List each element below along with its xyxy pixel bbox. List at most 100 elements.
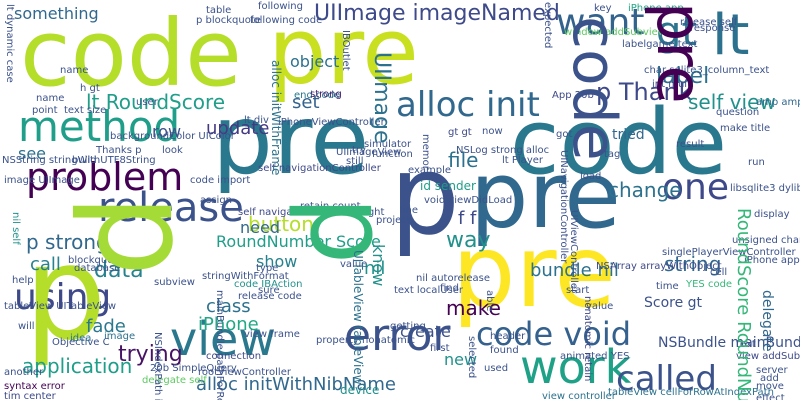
word: alloc init (396, 85, 540, 125)
word: lt div (244, 115, 269, 126)
word: void viewDidLoad (424, 195, 513, 206)
word: following code (250, 15, 323, 26)
word: self view (688, 90, 776, 114)
word: libsqlite3 dylib (730, 183, 800, 194)
word: alloc initWithNibName (196, 374, 396, 395)
word: look (162, 145, 183, 156)
word: Thanks p (96, 145, 142, 156)
word: code import (190, 175, 251, 186)
word: work (520, 340, 632, 394)
word: want (556, 2, 645, 43)
word: problem (26, 155, 184, 199)
word: IBOutlet (340, 30, 351, 71)
word: NSIndexPath indexPath (152, 332, 163, 400)
word: self navigationController (238, 207, 361, 218)
word: h gt (80, 83, 100, 94)
word: p blockquote (196, 15, 261, 26)
word: update (206, 118, 270, 139)
word: alloc initWithFrame (269, 60, 283, 176)
word: error (344, 310, 451, 361)
word: class (206, 296, 251, 317)
word: view frame (244, 329, 300, 340)
word: iPhone app (628, 3, 684, 14)
word: 20b SimpleQuery (150, 363, 237, 374)
word: nil autorelease (416, 273, 491, 284)
word: type (256, 263, 279, 274)
word: window addSubview (564, 27, 667, 38)
word: getting (390, 321, 426, 332)
word: delegate self (142, 375, 207, 386)
word: lt RoundScore (86, 90, 226, 114)
word: fade (86, 316, 126, 337)
word: p strong (26, 230, 109, 254)
word: strong (310, 89, 342, 100)
word: table (206, 5, 232, 16)
word: nonatomic retain (582, 296, 593, 382)
word: run (748, 157, 765, 168)
word: found (490, 345, 519, 356)
word: pre (212, 84, 370, 196)
word: stringWithFormat (202, 271, 289, 282)
word: gt (656, 9, 698, 55)
word: able (484, 290, 495, 312)
word: name (60, 65, 89, 76)
word: user (136, 97, 158, 108)
word: expected (542, 2, 553, 49)
word: object (290, 52, 340, 71)
word: RoundNumber Score (216, 232, 381, 251)
word: lt dynamic case (4, 4, 15, 83)
word: method (18, 102, 181, 151)
word: UIImage imageNamed (314, 1, 560, 26)
word: example (408, 165, 452, 176)
word: nil (364, 258, 386, 279)
word: RoundScore RoundNumber (733, 208, 754, 400)
word: end code (294, 90, 341, 101)
word: used (484, 363, 509, 374)
word: p (69, 194, 221, 277)
word: NSArray arrayWithObject (596, 261, 722, 272)
word: lt Player (502, 155, 543, 166)
word: database (74, 263, 121, 274)
word: see (18, 144, 47, 163)
word: view (170, 312, 276, 366)
word: move (756, 381, 784, 392)
word: something (14, 4, 99, 23)
word: help (12, 275, 34, 286)
word: still (346, 156, 364, 167)
word: first (430, 343, 450, 354)
word: nil self (10, 212, 21, 245)
word: char sqlite3_column_text (644, 65, 770, 76)
word: line (400, 205, 419, 216)
word: name (36, 93, 65, 104)
word: UIViewController (568, 210, 579, 294)
word: tried (612, 127, 645, 143)
word: iPhone (198, 314, 259, 335)
word: Score gt (644, 295, 703, 311)
word: cell (710, 267, 728, 278)
word: header (490, 331, 526, 342)
word: UIImage (369, 52, 394, 144)
word: labelgame text (622, 39, 698, 50)
word: call (30, 254, 61, 275)
word: singlePlayerViewController (662, 247, 796, 258)
word: blockquote p (68, 255, 133, 266)
word: backgroundColor UIColor (110, 131, 235, 142)
word: following (258, 1, 303, 12)
word: make title (720, 123, 771, 134)
word: change (608, 178, 682, 202)
word: using (14, 277, 112, 318)
word: start (566, 285, 590, 296)
word: code (20, 0, 242, 107)
word: response (690, 23, 736, 34)
word: gt gt (448, 127, 472, 138)
word: pre (470, 142, 621, 249)
word: NSLog strong alloc (456, 145, 550, 156)
word: YES code (686, 279, 733, 290)
word: tableView UITableView (4, 301, 117, 312)
word: effect (756, 393, 785, 400)
word: text localUser (394, 285, 464, 296)
word: find (440, 283, 459, 294)
word: application (22, 354, 133, 378)
word: p Thank (596, 78, 693, 106)
